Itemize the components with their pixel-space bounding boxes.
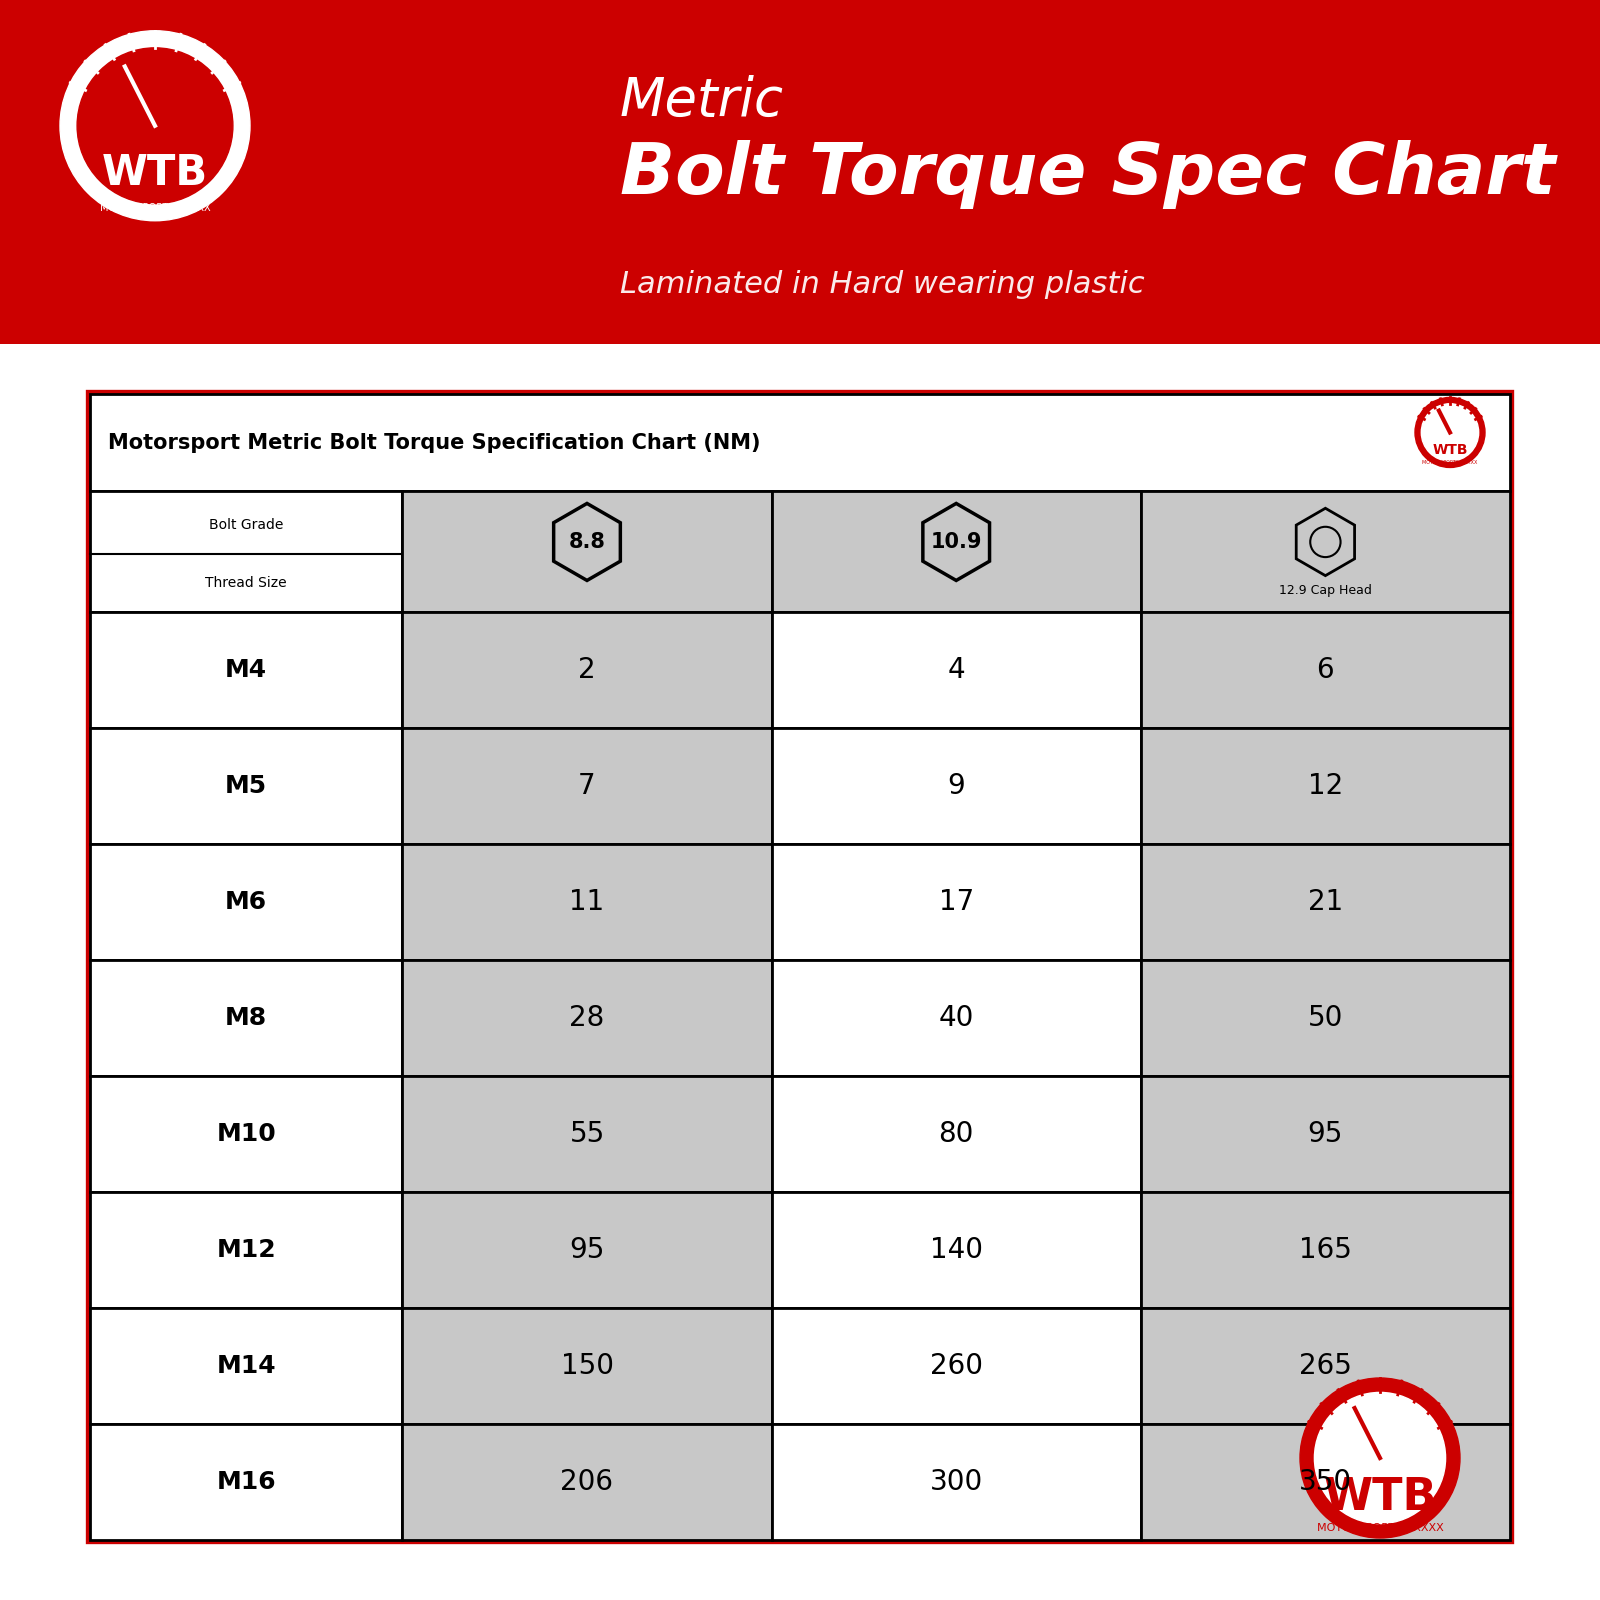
Bar: [403, 491, 771, 611]
Text: Thread Size: Thread Size: [205, 576, 286, 590]
Bar: [403, 1307, 771, 1424]
Text: 40: 40: [939, 1003, 974, 1032]
Circle shape: [1421, 403, 1478, 461]
Text: 300: 300: [930, 1467, 982, 1496]
Bar: [403, 1192, 771, 1307]
Bar: [403, 1424, 771, 1539]
Bar: [90, 728, 403, 843]
Text: 8.8: 8.8: [568, 531, 605, 552]
Bar: [771, 843, 1141, 960]
Bar: [90, 1424, 403, 1539]
Text: WTB: WTB: [1432, 443, 1467, 458]
Text: 12.9 Cap Head: 12.9 Cap Head: [1278, 584, 1371, 597]
Circle shape: [1414, 397, 1485, 467]
Bar: [1141, 1307, 1510, 1424]
Text: M14: M14: [216, 1354, 277, 1378]
Text: 28: 28: [570, 1003, 605, 1032]
Text: Bolt Torque Spec Chart: Bolt Torque Spec Chart: [621, 141, 1555, 210]
Text: MOTORSPORTS XXXXX: MOTORSPORTS XXXXX: [99, 203, 210, 213]
Bar: [771, 1075, 1141, 1192]
Text: 6: 6: [1317, 656, 1334, 683]
Text: Bolt Grade: Bolt Grade: [210, 518, 283, 533]
Bar: [771, 960, 1141, 1075]
Text: 95: 95: [1307, 1120, 1342, 1147]
Bar: [1141, 843, 1510, 960]
Bar: [90, 843, 403, 960]
Text: M6: M6: [226, 890, 267, 914]
Text: 50: 50: [1307, 1003, 1342, 1032]
Text: 55: 55: [570, 1120, 605, 1147]
Bar: [403, 960, 771, 1075]
Circle shape: [1315, 1392, 1446, 1523]
Text: Laminated in Hard wearing plastic: Laminated in Hard wearing plastic: [621, 270, 1144, 299]
Text: 4: 4: [947, 656, 965, 683]
Bar: [90, 394, 1510, 491]
Text: Metric: Metric: [621, 75, 784, 126]
Text: 80: 80: [939, 1120, 974, 1147]
Text: MOTORSPORTS XXXXX: MOTORSPORTS XXXXX: [1422, 461, 1478, 466]
Text: 140: 140: [930, 1235, 982, 1264]
Bar: [1141, 1075, 1510, 1192]
Text: 265: 265: [1299, 1352, 1352, 1379]
Circle shape: [77, 48, 234, 203]
Circle shape: [61, 30, 250, 221]
Text: M16: M16: [216, 1470, 277, 1494]
Bar: [90, 1075, 403, 1192]
Text: 206: 206: [560, 1467, 613, 1496]
Bar: [403, 843, 771, 960]
Text: 95: 95: [570, 1235, 605, 1264]
Bar: [90, 394, 1510, 1539]
Text: M12: M12: [216, 1238, 277, 1262]
Bar: [771, 1307, 1141, 1424]
Text: 150: 150: [560, 1352, 613, 1379]
Text: 11: 11: [570, 888, 605, 915]
Text: 7: 7: [578, 771, 595, 800]
Text: 21: 21: [1307, 888, 1342, 915]
Text: 2: 2: [578, 656, 595, 683]
Bar: [90, 611, 403, 728]
Text: Motorsport Metric Bolt Torque Specification Chart (NM): Motorsport Metric Bolt Torque Specificat…: [109, 432, 760, 453]
Bar: [90, 491, 403, 611]
Text: WTB: WTB: [102, 152, 208, 194]
Bar: [90, 960, 403, 1075]
Bar: [1141, 728, 1510, 843]
Text: M10: M10: [216, 1122, 277, 1146]
Bar: [1141, 611, 1510, 728]
Bar: [403, 1075, 771, 1192]
Text: 165: 165: [1299, 1235, 1352, 1264]
Text: 260: 260: [930, 1352, 982, 1379]
Bar: [403, 728, 771, 843]
Text: 350: 350: [1299, 1467, 1352, 1496]
Text: 9: 9: [947, 771, 965, 800]
Circle shape: [1299, 1378, 1459, 1538]
Bar: [90, 1307, 403, 1424]
Bar: [1141, 960, 1510, 1075]
Bar: [771, 491, 1141, 611]
Bar: [1141, 1424, 1510, 1539]
Text: 17: 17: [939, 888, 974, 915]
Bar: [0, 0, 1600, 344]
Text: 10.9: 10.9: [931, 531, 982, 552]
Bar: [1141, 1192, 1510, 1307]
Bar: [771, 1192, 1141, 1307]
Bar: [1141, 491, 1510, 611]
Text: 12: 12: [1307, 771, 1342, 800]
Text: MOTORSPORTS XXXXX: MOTORSPORTS XXXXX: [1317, 1523, 1443, 1533]
Bar: [771, 1424, 1141, 1539]
Text: M5: M5: [226, 774, 267, 798]
Bar: [90, 1192, 403, 1307]
Text: WTB: WTB: [1323, 1477, 1437, 1520]
Bar: [771, 728, 1141, 843]
Bar: [0, 344, 1600, 1600]
Bar: [403, 611, 771, 728]
Text: M4: M4: [226, 658, 267, 682]
Bar: [771, 611, 1141, 728]
Text: M8: M8: [226, 1006, 267, 1030]
